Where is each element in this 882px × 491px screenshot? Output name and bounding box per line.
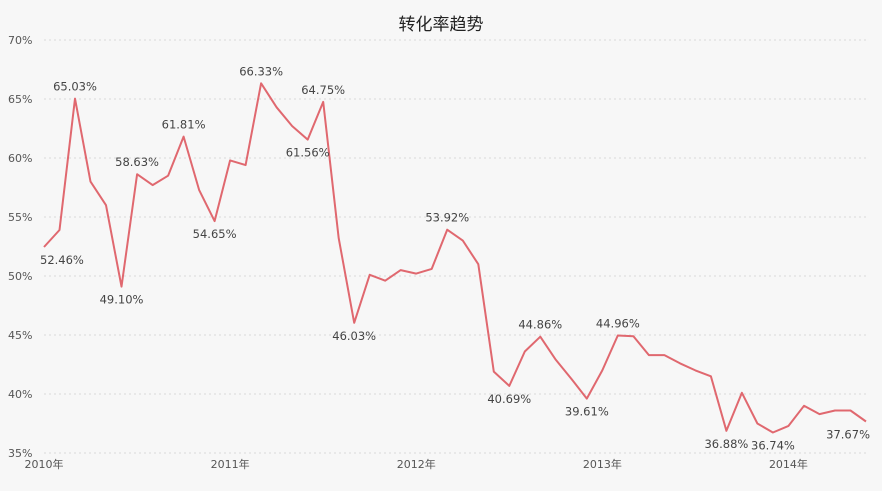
- y-tick-label: 40%: [8, 388, 32, 401]
- data-label: 37.67%: [826, 427, 870, 441]
- x-tick-label: 2010年: [25, 457, 64, 471]
- data-label: 61.56%: [286, 146, 330, 160]
- y-tick-label: 45%: [8, 329, 32, 342]
- data-label: 44.96%: [596, 316, 640, 330]
- data-label: 39.61%: [565, 405, 609, 419]
- data-label: 52.46%: [40, 253, 84, 267]
- data-label: 36.88%: [704, 437, 748, 451]
- y-tick-label: 70%: [8, 34, 32, 47]
- chart-title: 转化率趋势: [398, 15, 484, 35]
- data-label: 46.03%: [332, 329, 376, 343]
- data-label: 61.81%: [162, 118, 206, 132]
- data-label: 65.03%: [53, 80, 97, 94]
- y-tick-label: 65%: [8, 93, 32, 106]
- data-label: 53.92%: [425, 211, 469, 225]
- data-label: 58.63%: [115, 155, 159, 169]
- y-tick-label: 60%: [8, 152, 32, 165]
- data-label: 40.69%: [487, 392, 531, 406]
- x-tick-label: 2014年: [769, 457, 808, 471]
- data-label: 49.10%: [100, 293, 144, 307]
- x-tick-label: 2011年: [211, 457, 250, 471]
- data-label: 66.33%: [239, 64, 283, 78]
- y-tick-label: 55%: [8, 211, 32, 224]
- series-line: [43, 82, 867, 434]
- x-tick-label: 2012年: [397, 457, 436, 471]
- data-label: 44.86%: [518, 318, 562, 332]
- y-tick-label: 35%: [8, 447, 32, 460]
- y-tick-label: 50%: [8, 270, 32, 283]
- data-label: 64.75%: [301, 83, 345, 97]
- x-tick-label: 2013年: [583, 457, 622, 471]
- data-label: 36.74%: [751, 438, 795, 452]
- data-label: 54.65%: [193, 227, 237, 241]
